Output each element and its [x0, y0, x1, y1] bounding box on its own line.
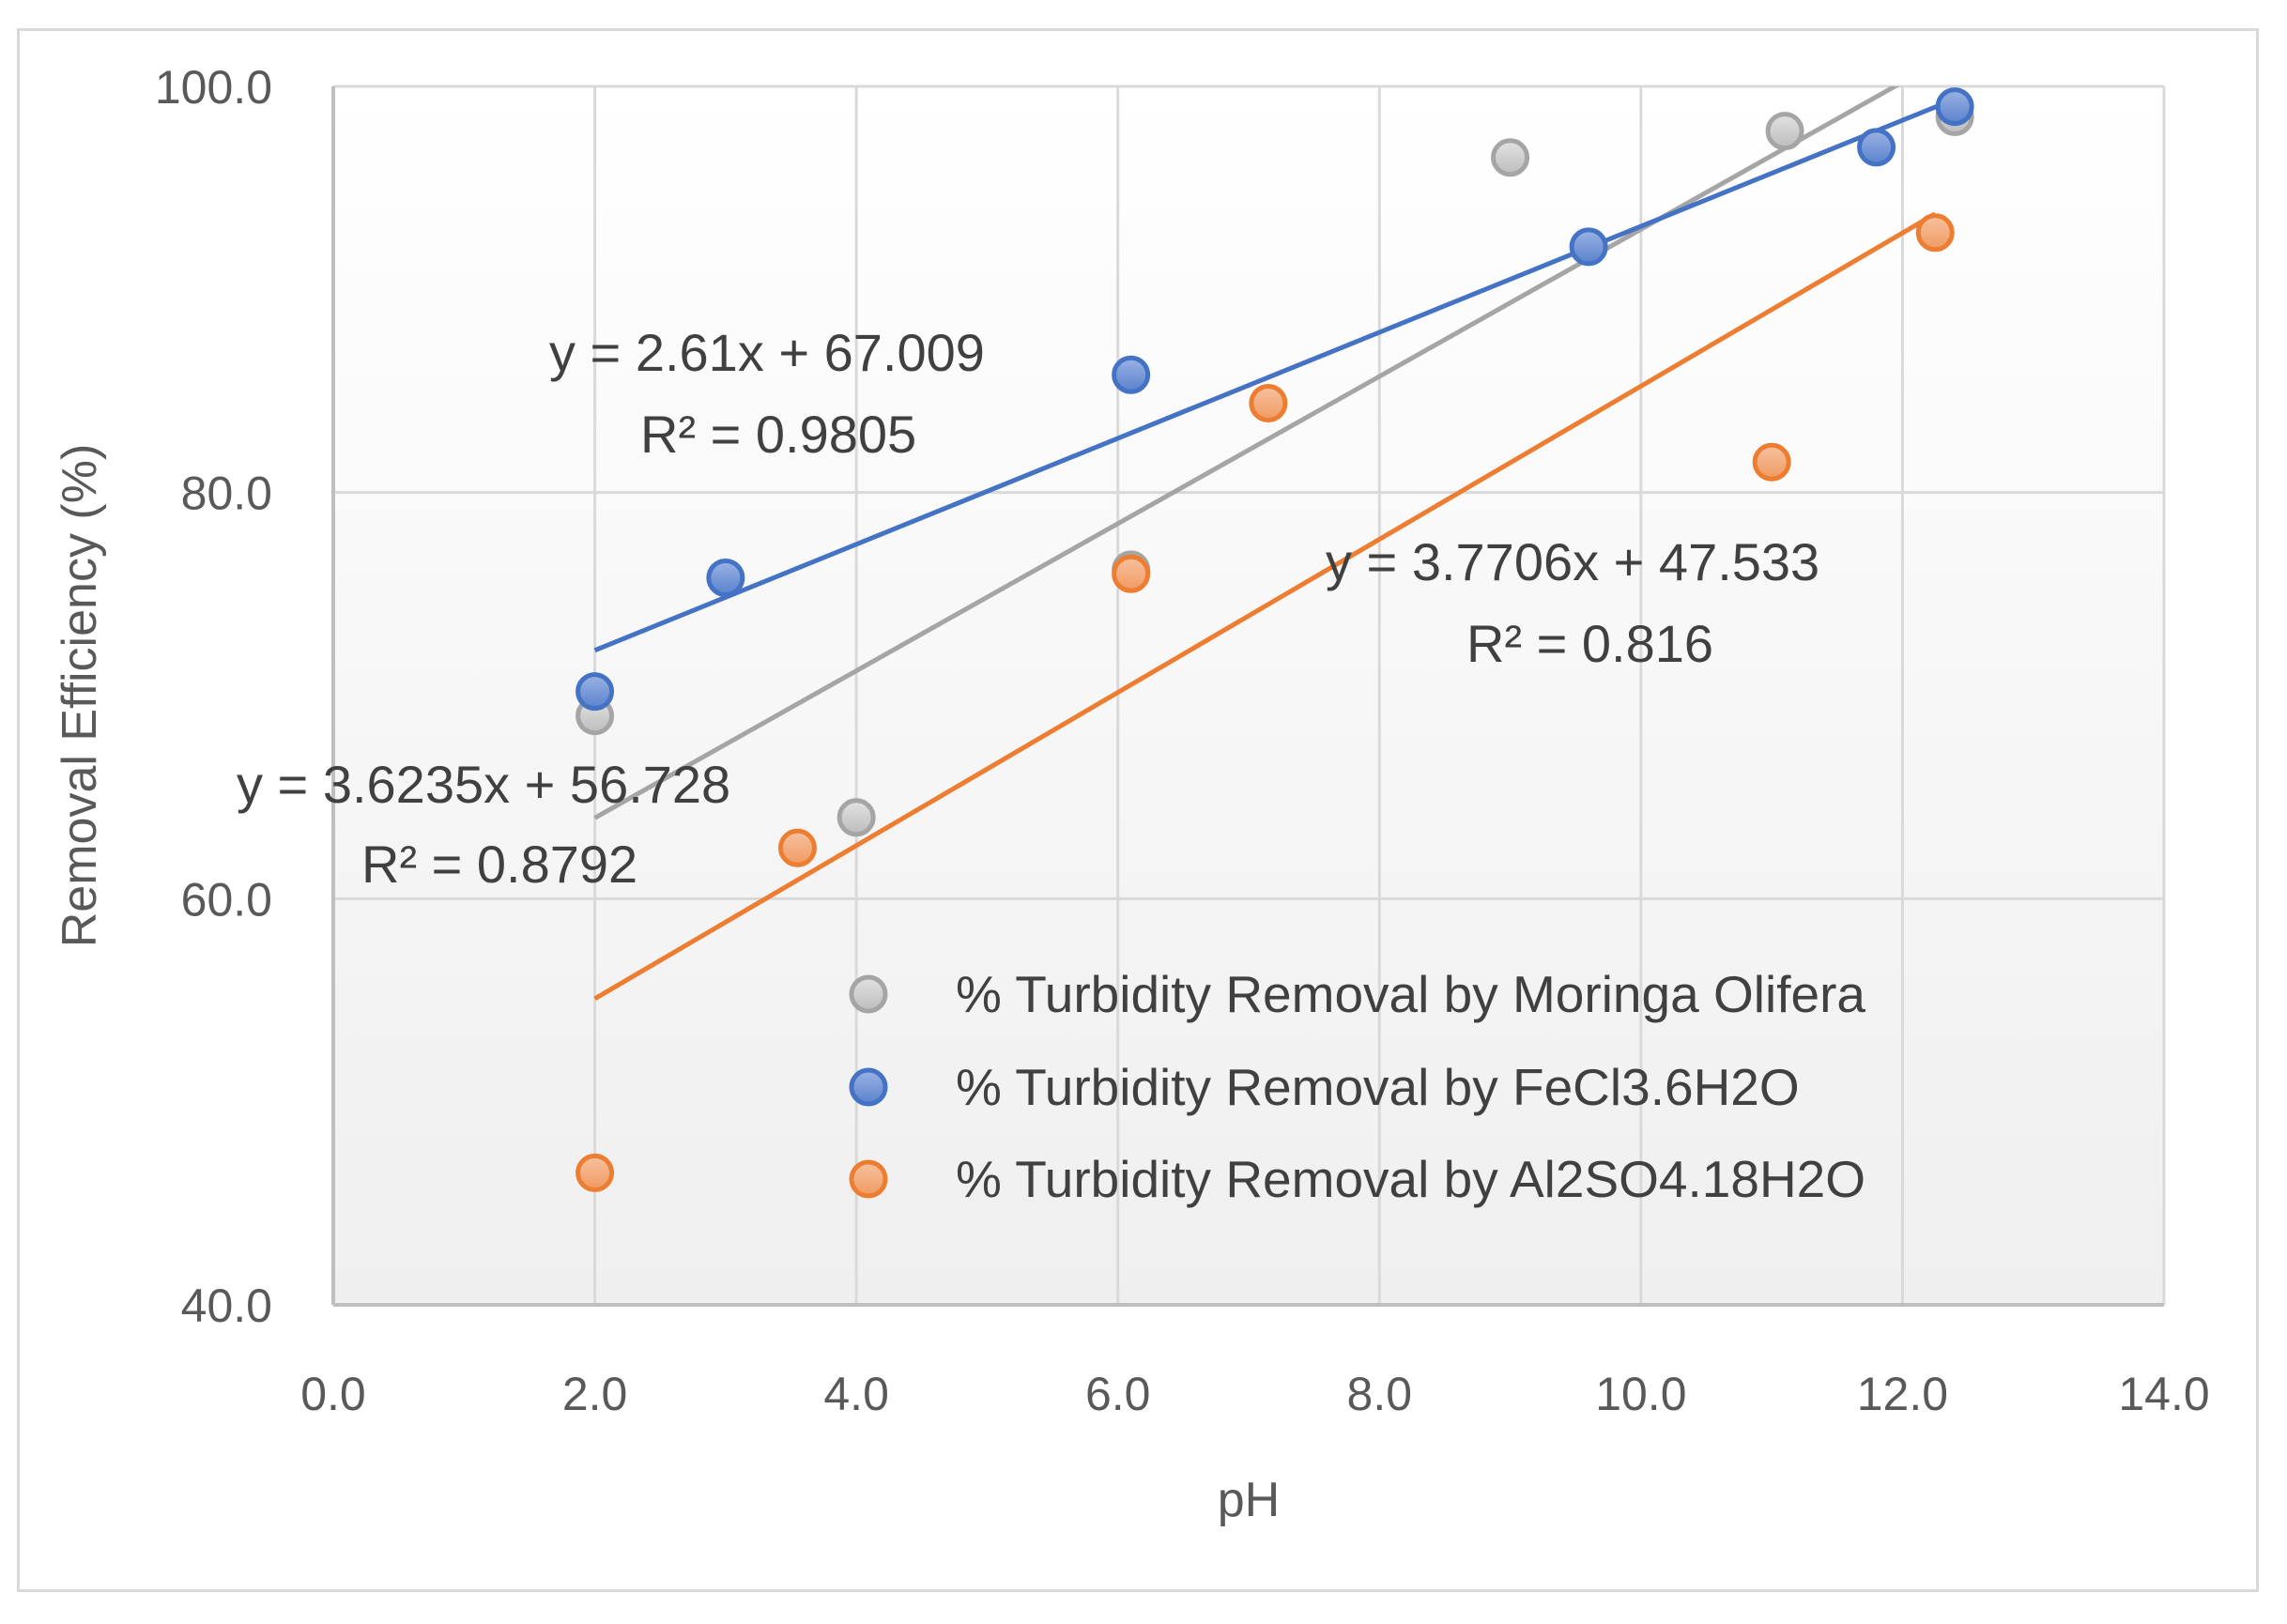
x-tick-label: 10.0: [1595, 1368, 1686, 1420]
point-alum: [1112, 554, 1151, 593]
x-tick-label: 8.0: [1347, 1368, 1413, 1420]
trendline-alum: [593, 211, 1937, 1002]
x-tick-label: 6.0: [1085, 1368, 1151, 1420]
point-moringa: [837, 798, 876, 837]
grid-lines: [333, 84, 2166, 1305]
y-tick-label: 60.0: [181, 873, 272, 926]
legend-label-fecl3: % Turbidity Removal by FeCl3.6H2O: [956, 1058, 1800, 1116]
x-axis-title: pH: [1218, 1473, 1280, 1527]
point-moringa: [1491, 138, 1530, 177]
plot-area: [333, 86, 2164, 1305]
y-tick-label: 40.0: [181, 1279, 272, 1332]
x-tick-label: 12.0: [1857, 1368, 1948, 1420]
legend-marker-fecl3: [849, 1067, 888, 1107]
trendline-fecl3: [593, 97, 1957, 653]
point-alum: [777, 828, 817, 867]
legend-label-moringa: % Turbidity Removal by Moringa Olifera: [956, 965, 1865, 1023]
axes: 0.0 2.0 4.0 6.0 8.0 10.0 12.0 14.0 40.0 60.0 80.0 1…: [155, 61, 2210, 1420]
point-alum: [1249, 383, 1288, 422]
legend-marker-moringa: [849, 974, 888, 1014]
y-tick-label: 80.0: [181, 467, 272, 520]
point-moringa: [1765, 112, 1804, 151]
data-points: [576, 87, 1974, 1192]
legend-label-alum: % Turbidity Removal by Al2SO4.18H2O: [956, 1150, 1865, 1208]
trendline-equation-moringa: y = 3.6235x + 56.728: [237, 755, 730, 814]
trendline-moringa: [593, 86, 1900, 820]
x-tick-label: 0.0: [300, 1368, 366, 1420]
y-tick-label: 100.0: [155, 61, 272, 114]
trendline-equation-alum: y = 3.7706x + 47.533: [1326, 532, 1819, 591]
point-alum: [1752, 442, 1791, 482]
trendline-r2-moringa: R² = 0.8792: [361, 835, 637, 894]
x-tick-label: 2.0: [562, 1368, 628, 1420]
point-fecl3: [706, 559, 745, 598]
trendline-r2-alum: R² = 0.816: [1466, 614, 1713, 673]
trendline-r2-fecl3: R² = 0.9805: [640, 405, 916, 464]
point-fecl3: [1857, 128, 1896, 167]
point-fecl3: [1935, 87, 1974, 127]
legend-marker-alum: [849, 1159, 888, 1199]
point-fecl3: [1569, 227, 1608, 267]
point-fecl3: [576, 672, 615, 712]
point-alum: [576, 1153, 615, 1192]
point-fecl3: [1112, 355, 1151, 394]
legend: % Turbidity Removal by Moringa Olifera %…: [849, 965, 1865, 1208]
x-tick-label: 4.0: [823, 1368, 889, 1420]
y-axis-title: Removal Efficiency (%): [53, 444, 107, 948]
trendlines: [593, 86, 1957, 1002]
trendline-equation-fecl3: y = 2.61x + 67.009: [549, 323, 985, 382]
point-alum: [1915, 213, 1955, 253]
x-tick-label: 14.0: [2118, 1368, 2209, 1420]
